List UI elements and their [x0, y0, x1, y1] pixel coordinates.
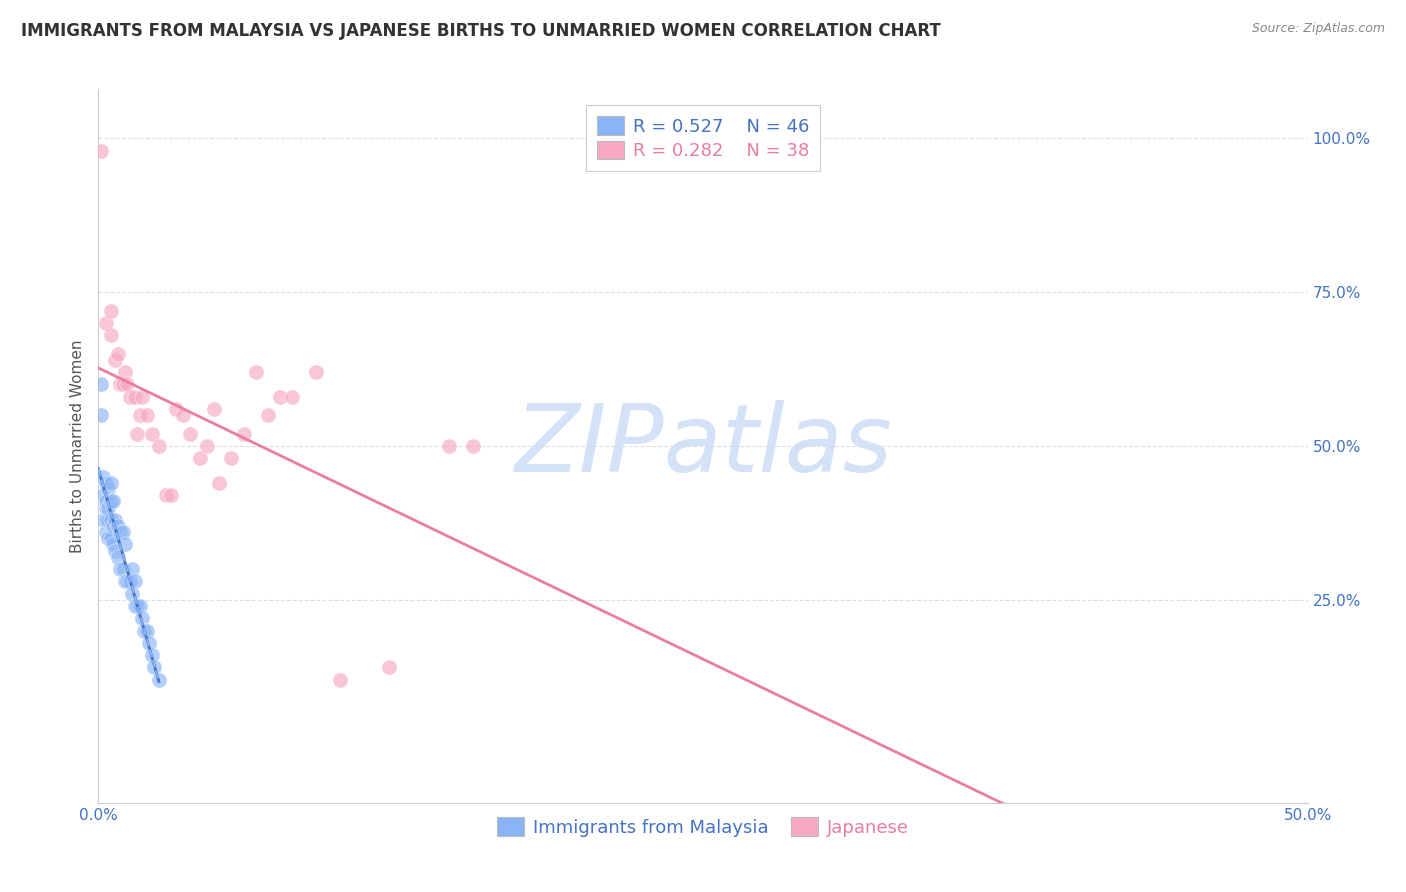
Point: [155, 488, 177, 502]
Point: [114, 574, 136, 589]
Point: [377, 660, 399, 674]
Point: [124, 390, 146, 404]
Point: [100, 531, 122, 545]
Text: IMMIGRANTS FROM MALAYSIA VS JAPANESE BIRTHS TO UNMARRIED WOMEN CORRELATION CHART: IMMIGRANTS FROM MALAYSIA VS JAPANESE BIR…: [21, 22, 941, 40]
Text: Source: ZipAtlas.com: Source: ZipAtlas.com: [1251, 22, 1385, 36]
Point: [94, 316, 117, 330]
Point: [118, 574, 141, 589]
Point: [108, 525, 131, 540]
Text: ZIPatlas: ZIPatlas: [515, 401, 891, 491]
Point: [107, 347, 129, 361]
Point: [117, 377, 139, 392]
Point: [172, 409, 194, 423]
Point: [101, 519, 124, 533]
Point: [135, 624, 157, 638]
Point: [208, 475, 231, 490]
Point: [100, 494, 122, 508]
Point: [114, 537, 136, 551]
Point: [97, 500, 120, 515]
Point: [100, 475, 122, 490]
Point: [90, 144, 112, 158]
Point: [134, 624, 156, 638]
Point: [97, 482, 120, 496]
Point: [117, 574, 139, 589]
Point: [107, 519, 129, 533]
Point: [118, 390, 141, 404]
Point: [204, 402, 226, 417]
Point: [437, 439, 460, 453]
Point: [111, 525, 134, 540]
Point: [131, 611, 153, 625]
Point: [165, 402, 187, 417]
Point: [104, 543, 127, 558]
Point: [128, 599, 150, 613]
Point: [141, 648, 163, 662]
Point: [121, 562, 143, 576]
Point: [100, 513, 122, 527]
Point: [141, 426, 163, 441]
Point: [111, 377, 134, 392]
Point: [94, 513, 117, 527]
Point: [100, 328, 122, 343]
Point: [124, 574, 146, 589]
Point: [463, 439, 485, 453]
Point: [131, 390, 153, 404]
Point: [124, 599, 146, 613]
Point: [135, 409, 157, 423]
Point: [107, 549, 129, 564]
Point: [104, 513, 127, 527]
Point: [97, 531, 120, 545]
Point: [256, 409, 278, 423]
Point: [232, 426, 254, 441]
Point: [97, 513, 120, 527]
Point: [108, 562, 131, 576]
Point: [138, 636, 160, 650]
Point: [108, 377, 131, 392]
Point: [269, 390, 291, 404]
Point: [195, 439, 218, 453]
Point: [104, 352, 127, 367]
Point: [128, 409, 150, 423]
Point: [91, 488, 114, 502]
Point: [101, 494, 124, 508]
Point: [329, 673, 352, 687]
Point: [111, 562, 134, 576]
Point: [179, 426, 201, 441]
Point: [143, 660, 166, 674]
Point: [100, 303, 122, 318]
Point: [94, 494, 117, 508]
Point: [127, 599, 149, 613]
Point: [94, 525, 117, 540]
Point: [148, 673, 170, 687]
Point: [281, 390, 304, 404]
Point: [305, 365, 328, 379]
Point: [160, 488, 183, 502]
Legend: Immigrants from Malaysia, Japanese: Immigrants from Malaysia, Japanese: [491, 810, 915, 844]
Point: [121, 587, 143, 601]
Point: [94, 475, 117, 490]
Point: [94, 500, 117, 515]
Point: [90, 377, 112, 392]
Point: [127, 426, 149, 441]
Point: [90, 409, 112, 423]
Point: [245, 365, 267, 379]
Point: [221, 451, 243, 466]
Point: [114, 365, 136, 379]
Point: [148, 439, 170, 453]
Point: [188, 451, 211, 466]
Point: [101, 537, 124, 551]
Point: [91, 469, 114, 483]
Point: [91, 513, 114, 527]
Y-axis label: Births to Unmarried Women: Births to Unmarried Women: [69, 339, 84, 553]
